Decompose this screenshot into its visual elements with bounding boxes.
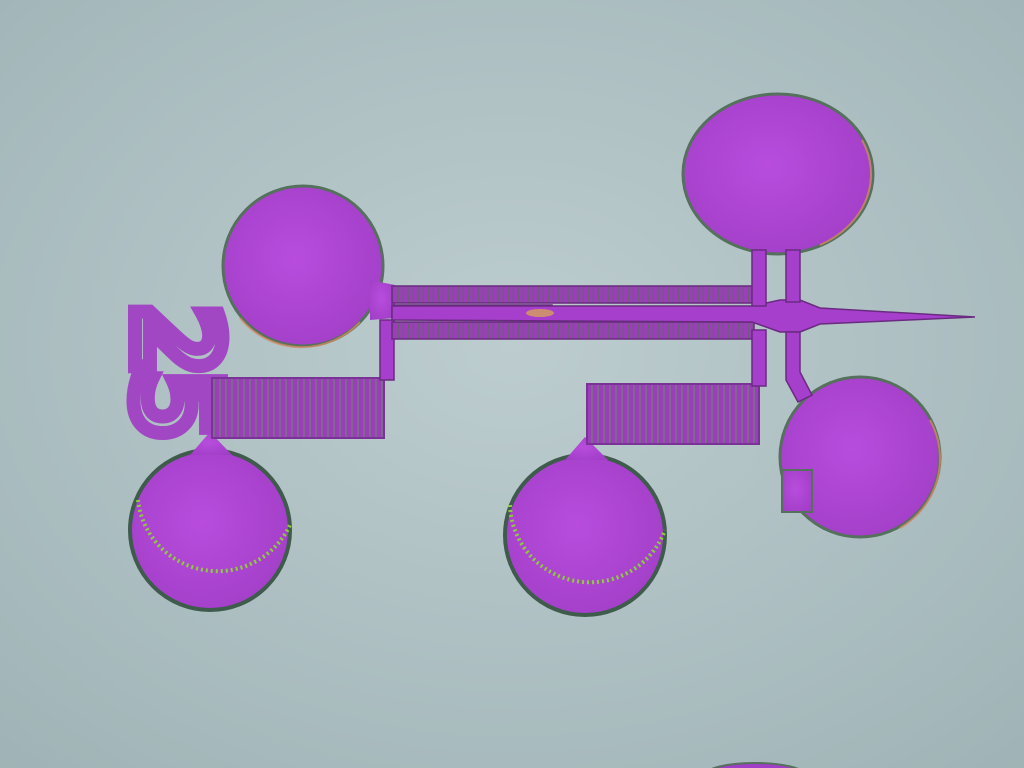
- stub-lower-right: [785, 331, 814, 403]
- pad-bottom-left-neck: [190, 432, 232, 455]
- pad-left-upper-rim: [239, 317, 361, 349]
- pad-partial-bottom: [711, 762, 799, 768]
- pad-bottom-middle: [503, 453, 667, 617]
- pad-left-upper-stem: [370, 280, 395, 320]
- central-beam: [391, 299, 976, 333]
- pad-bottom-middle-neck: [565, 437, 608, 460]
- pad-right-lower-neck: [781, 469, 813, 513]
- meander-left: [211, 377, 385, 439]
- pad-bottom-left: [128, 448, 292, 612]
- bus-strip-top: [391, 285, 755, 304]
- bus-strip-bottom: [391, 321, 755, 340]
- pad-right-lower-rim: [899, 419, 941, 529]
- trace-left-vertical: [379, 319, 395, 381]
- pad-left-upper: [221, 184, 385, 348]
- stub-lower-left: [751, 329, 767, 387]
- stub-upper-right: [785, 249, 801, 303]
- pad-right-upper-rim: [819, 139, 873, 246]
- stub-upper-left: [751, 249, 767, 307]
- meander-right: [586, 383, 760, 445]
- pad-right-upper: [681, 92, 875, 256]
- pad-bottom-middle-green-rim: [508, 504, 667, 585]
- beam-highlight: [526, 309, 554, 317]
